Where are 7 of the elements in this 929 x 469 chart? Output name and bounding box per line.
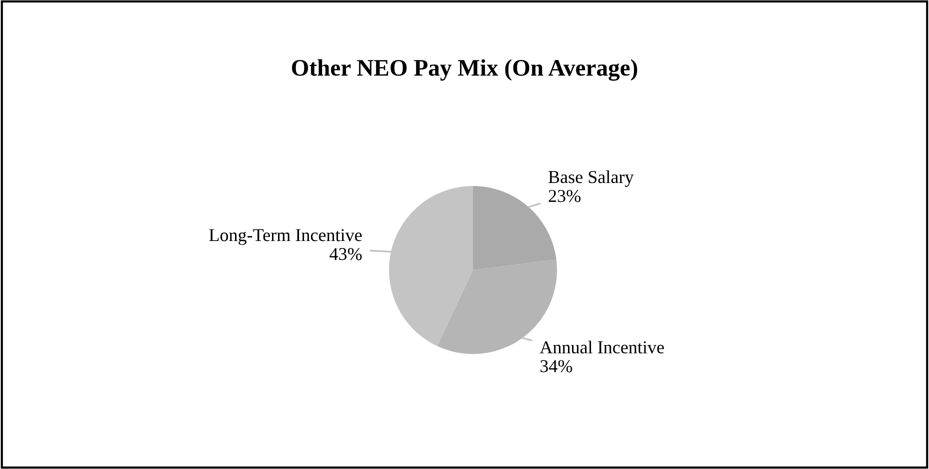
- slice-label: Base Salary: [548, 170, 634, 187]
- data-label: 34%: [540, 360, 572, 372]
- slice-label: Annual Incentive: [540, 340, 664, 354]
- chart-title: Other NEO Pay Mix (On Average): [292, 59, 638, 81]
- slice-label: Long-Term Incentive: [209, 229, 362, 245]
- data-label: 43%: [330, 248, 362, 260]
- data-label: 23%: [548, 190, 580, 202]
